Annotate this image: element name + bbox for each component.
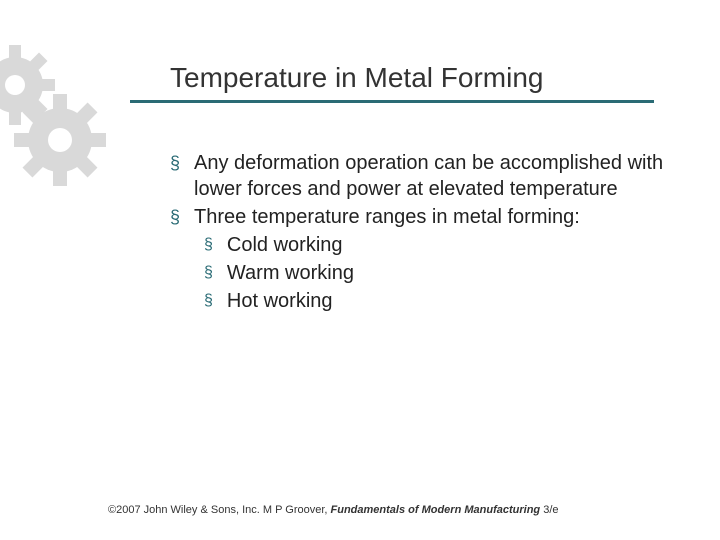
footer-book-title: Fundamentals of Modern Manufacturing [331, 504, 541, 516]
bullet-marker-icon: § [170, 204, 180, 230]
content-area: § Any deformation operation can be accom… [170, 150, 670, 316]
footer-suffix: 3/e [540, 504, 558, 516]
footer-prefix: ©2007 John Wiley & Sons, Inc. M P Groove… [108, 504, 331, 516]
sub-bullet-item: § Hot working [204, 288, 670, 314]
sub-bullet-text: Warm working [227, 260, 354, 286]
title-underline [130, 100, 654, 103]
sub-bullet-marker-icon: § [204, 288, 213, 314]
title-area: Temperature in Metal Forming [170, 62, 680, 103]
gear-decoration-icon [0, 40, 110, 200]
sub-bullet-marker-icon: § [204, 232, 213, 258]
bullet-item: § Three temperature ranges in metal form… [170, 204, 670, 230]
sub-bullet-item: § Cold working [204, 232, 670, 258]
sub-bullet-item: § Warm working [204, 260, 670, 286]
bullet-text: Any deformation operation can be accompl… [194, 150, 670, 202]
bullet-text: Three temperature ranges in metal formin… [194, 204, 580, 230]
bullet-marker-icon: § [170, 150, 180, 176]
bullet-item: § Any deformation operation can be accom… [170, 150, 670, 202]
footer-copyright: ©2007 John Wiley & Sons, Inc. M P Groove… [108, 504, 559, 516]
sub-bullet-marker-icon: § [204, 260, 213, 286]
sub-bullet-text: Cold working [227, 232, 343, 258]
sub-bullet-text: Hot working [227, 288, 333, 314]
slide-title: Temperature in Metal Forming [170, 62, 680, 94]
